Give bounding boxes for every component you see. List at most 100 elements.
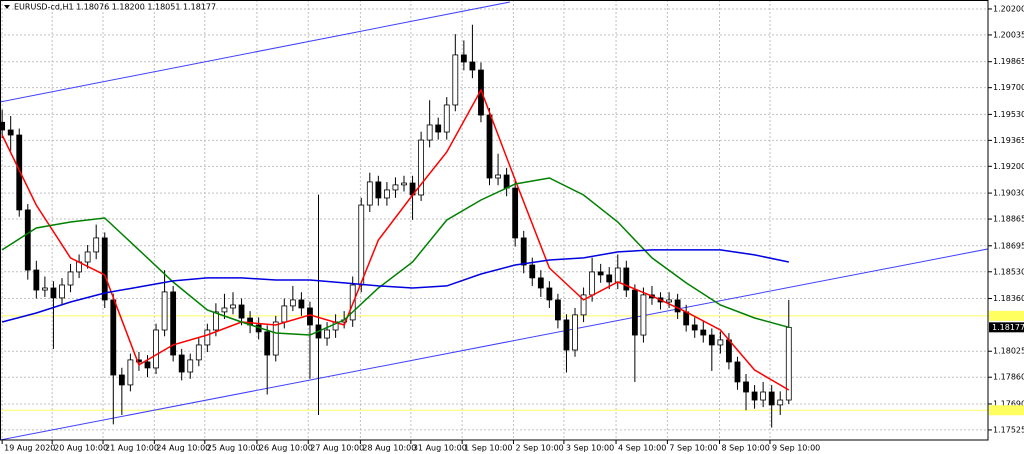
candle-body xyxy=(50,287,57,299)
candle-body xyxy=(469,61,476,71)
candle-body xyxy=(435,124,442,133)
y-tick-label: 1.20200 xyxy=(993,4,1024,13)
candle-body xyxy=(101,237,108,301)
x-tick-label: 7 Sep 10:00 xyxy=(669,444,717,453)
x-tick-label: 2 Sep 10:00 xyxy=(515,444,563,453)
candle-body xyxy=(7,129,14,136)
candle-body xyxy=(683,311,690,326)
y-tick-label: 1.19200 xyxy=(993,162,1024,171)
y-tick-label: 1.19865 xyxy=(993,57,1024,66)
x-tick-label: 26 Aug 10:00 xyxy=(259,444,313,453)
candle-body xyxy=(452,54,459,106)
candle-body xyxy=(187,359,194,373)
y-tick-label: 1.20035 xyxy=(993,30,1024,39)
candle-body xyxy=(136,359,142,363)
candle-body xyxy=(623,267,630,291)
x-tick-label: 4 Sep 10:00 xyxy=(618,444,666,453)
candle-body xyxy=(443,104,450,133)
candle-body xyxy=(555,299,561,321)
candle-body xyxy=(384,189,390,199)
candle-body xyxy=(195,344,202,361)
candle-body xyxy=(392,184,399,191)
candle-body xyxy=(460,54,467,63)
axes: 1.20200 1.20035 1.19865 1.19700 1.19530 1.193… xyxy=(1,4,1024,453)
candle-body xyxy=(666,299,672,303)
candle-body xyxy=(307,307,313,326)
y-tick-label: 1.17860 xyxy=(993,373,1024,382)
candle-body xyxy=(67,271,74,286)
candle-body xyxy=(700,329,707,336)
candle-body xyxy=(153,329,159,369)
moving-average xyxy=(1,88,790,391)
candle-body xyxy=(16,134,23,211)
last-price-box xyxy=(989,322,1024,333)
candle-body xyxy=(127,359,134,386)
candle-body xyxy=(33,269,40,291)
candle-body xyxy=(375,181,382,199)
moving-average xyxy=(1,249,789,323)
candle-body xyxy=(204,329,211,346)
candle-body xyxy=(743,381,749,393)
candle-body xyxy=(708,334,715,346)
candle-body xyxy=(563,319,570,351)
y-tick-label: 1.19700 xyxy=(993,83,1024,92)
candle-body xyxy=(546,287,553,301)
candle-body xyxy=(118,374,125,386)
candle-body xyxy=(272,321,279,356)
candle-body xyxy=(324,329,330,339)
candle-body xyxy=(597,271,604,276)
candle-body xyxy=(212,311,219,331)
candle-body xyxy=(93,237,100,253)
candle-body xyxy=(614,267,621,283)
y-tick-label: 1.18360 xyxy=(993,294,1024,303)
candle-body xyxy=(777,399,784,406)
candle-body xyxy=(298,299,305,309)
x-tick-label: 27 Aug 10:00 xyxy=(310,444,364,453)
candle-body xyxy=(401,182,407,186)
candle-body xyxy=(24,209,31,271)
y-tick-label: 1.19365 xyxy=(993,136,1024,145)
candle-body xyxy=(426,124,433,141)
candle-body xyxy=(366,181,373,206)
x-tick-label: 28 Aug 10:00 xyxy=(362,444,416,453)
title-arrow xyxy=(4,5,10,9)
x-tick-label: 20 Aug 10:00 xyxy=(54,444,108,453)
y-tick-label: 1.19030 xyxy=(993,189,1024,198)
plot-border xyxy=(0,0,989,441)
candle-body xyxy=(230,304,236,309)
y-tick-label: 1.17525 xyxy=(993,425,1024,434)
y-tick-label: 1.18530 xyxy=(993,267,1024,276)
candle-body xyxy=(161,291,168,331)
trend-line xyxy=(0,1,511,103)
candle-body xyxy=(478,69,484,116)
last-price-label: 1.18177 xyxy=(992,323,1024,332)
candle-body xyxy=(170,291,177,356)
candle-body xyxy=(418,139,425,196)
trend-line xyxy=(0,248,988,440)
y-tick-label: 1.18695 xyxy=(993,241,1024,250)
candle-body xyxy=(631,289,638,336)
candle-body xyxy=(110,299,117,376)
candle-body xyxy=(84,251,91,263)
candle-body xyxy=(289,299,296,307)
candle-body xyxy=(358,204,365,286)
candle-body xyxy=(221,307,228,313)
candle-body xyxy=(760,391,767,401)
level-marker xyxy=(989,405,1024,416)
level-marker xyxy=(989,310,1024,321)
candle-body xyxy=(640,294,647,336)
x-tick-label: 8 Sep 10:00 xyxy=(722,444,770,453)
candle-body xyxy=(238,304,245,319)
x-tick-label: 25 Aug 10:00 xyxy=(207,444,261,453)
y-tick-label: 1.17690 xyxy=(993,399,1024,408)
candle-body xyxy=(606,274,613,283)
candle-body xyxy=(734,361,741,383)
candle-body xyxy=(580,294,587,316)
candle-body xyxy=(691,324,698,331)
chart-title: EURUSD-cd,H1 1.18076 1.18200 1.18051 1.1… xyxy=(14,3,216,12)
candle-body xyxy=(144,361,151,369)
candle-body xyxy=(264,331,271,356)
candle-body xyxy=(486,114,493,179)
